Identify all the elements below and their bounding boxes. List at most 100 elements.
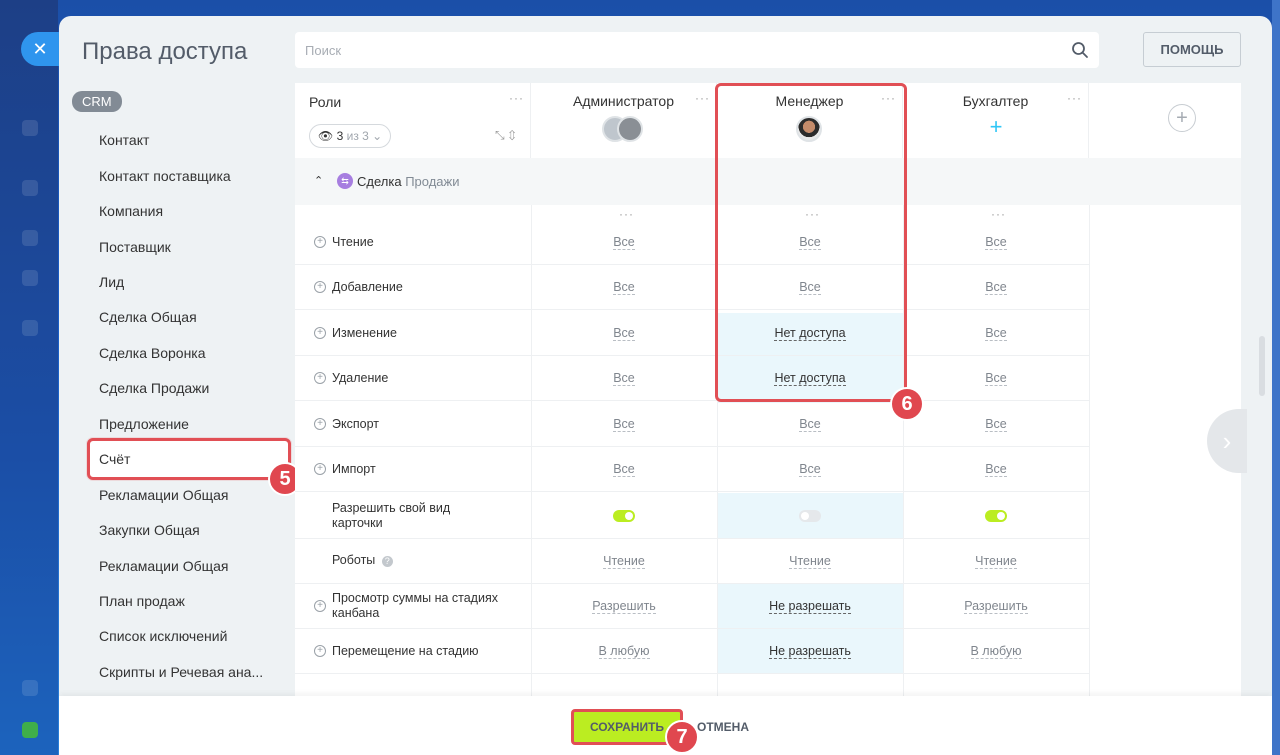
row-label: Чтение: [332, 235, 374, 249]
add-user-icon[interactable]: +: [989, 114, 1003, 139]
search-input[interactable]: Поиск: [295, 32, 1099, 68]
expand-icon[interactable]: +: [314, 645, 326, 657]
sidebar-item[interactable]: Рекламации Общая: [99, 487, 229, 503]
changed-cell-bg: [718, 313, 904, 403]
sidebar-item[interactable]: Сделка Воронка: [99, 345, 206, 361]
search-icon[interactable]: [1071, 41, 1089, 59]
permission-cell[interactable]: Разрешить: [964, 599, 1028, 614]
expand-icon[interactable]: +: [314, 372, 326, 384]
sidebar-item[interactable]: Рекламации Общая: [99, 558, 229, 574]
column-more-icon[interactable]: ···: [991, 207, 1006, 221]
permission-cell[interactable]: Все: [613, 417, 635, 432]
background-icon: [22, 180, 38, 196]
close-button[interactable]: ✕: [21, 32, 59, 66]
help-button[interactable]: ПОМОЩЬ: [1143, 32, 1241, 67]
roles-label: Роли: [309, 94, 342, 110]
sidebar-item-selected[interactable]: Сделка Продажи: [99, 380, 210, 396]
permission-cell[interactable]: Все: [613, 280, 635, 295]
permission-cell[interactable]: Не разрешать: [769, 599, 851, 614]
sidebar-item[interactable]: Список исключений: [99, 628, 228, 644]
avatar[interactable]: [796, 116, 822, 142]
role-name: Администратор: [572, 93, 674, 109]
chevron-up-icon[interactable]: ⌃: [314, 175, 324, 187]
table-row: Разрешить свой вид карточки: [295, 493, 1089, 539]
row-label: Импорт: [332, 462, 376, 476]
manager-column-highlight: [715, 83, 907, 402]
background-icon: [22, 120, 38, 136]
more-icon[interactable]: ···: [881, 91, 896, 105]
row-label: Разрешить свой вид карточки: [332, 501, 451, 530]
sidebar-item[interactable]: Контакт: [99, 132, 150, 148]
cancel-button[interactable]: ОТМЕНА: [697, 720, 749, 734]
permission-cell[interactable]: Разрешить: [592, 599, 656, 614]
sidebar-item[interactable]: Счёт: [99, 451, 131, 467]
permission-cell[interactable]: Все: [613, 462, 635, 477]
sidebar-item[interactable]: Скрипты и Речевая ана...: [99, 664, 264, 680]
more-icon[interactable]: ···: [509, 91, 524, 105]
eye-icon: 👁: [318, 129, 334, 143]
column-more-icon[interactable]: ···: [619, 207, 634, 221]
sidebar-item[interactable]: План продаж: [99, 593, 185, 609]
scrollbar[interactable]: [1259, 336, 1265, 396]
permission-cell[interactable]: Чтение: [603, 554, 645, 569]
permission-cell[interactable]: Все: [985, 280, 1007, 295]
permission-cell[interactable]: Все: [799, 462, 821, 477]
row-label: Изменение: [332, 326, 397, 340]
table-row: + Перемещение на стадию В любую Не разре…: [295, 629, 1089, 674]
sidebar-item[interactable]: Закупки Общая: [99, 522, 200, 538]
expand-icon[interactable]: +: [314, 281, 326, 293]
permission-cell[interactable]: Чтение: [789, 554, 831, 569]
permission-cell[interactable]: Все: [613, 371, 635, 386]
permission-cell[interactable]: Все: [799, 417, 821, 432]
sidebar-item[interactable]: Предложение: [99, 416, 189, 432]
save-button[interactable]: СОХРАНИТЬ: [571, 709, 683, 745]
table-row: + Импорт Все Все Все: [295, 447, 1089, 492]
avatar[interactable]: [617, 116, 643, 142]
roles-counter[interactable]: 👁 3 из 3 ⌄: [309, 124, 392, 148]
expand-icon[interactable]: +: [314, 418, 326, 430]
sidebar-item[interactable]: Лид: [99, 274, 125, 290]
permission-cell[interactable]: Нет доступа: [774, 326, 846, 341]
chevron-down-icon: ⌄: [372, 129, 383, 143]
more-icon[interactable]: ···: [1067, 91, 1082, 105]
role-name: Менеджер: [775, 93, 844, 109]
permission-cell[interactable]: Не разрешать: [769, 644, 851, 659]
sidebar-item[interactable]: Сделка Общая: [99, 309, 197, 325]
help-icon[interactable]: ?: [381, 556, 393, 567]
sidebar-item[interactable]: Контакт поставщика: [99, 168, 231, 184]
sidebar-item[interactable]: Компания: [99, 203, 164, 219]
add-role-button[interactable]: +: [1168, 104, 1196, 132]
footer: СОХРАНИТЬ ОТМЕНА 7: [59, 696, 1272, 755]
permission-cell[interactable]: Нет доступа: [774, 371, 846, 386]
collapse-expand-icon[interactable]: ⤡⇕: [495, 128, 520, 142]
expand-icon[interactable]: +: [314, 463, 326, 475]
expand-icon[interactable]: +: [314, 327, 326, 339]
permission-cell[interactable]: Все: [799, 235, 821, 250]
permission-cell[interactable]: Все: [985, 417, 1007, 432]
permission-cell[interactable]: Все: [985, 371, 1007, 386]
table-row: + Изменение Все Нет доступа Все: [295, 311, 1089, 356]
toggle-switch[interactable]: [799, 510, 821, 522]
table-row: + Чтение Все Все Все: [295, 220, 1089, 265]
more-icon[interactable]: ···: [695, 91, 710, 105]
entity-section-row[interactable]: ⌃ ⇆ Сделка Продажи: [295, 158, 1241, 205]
sidebar-item[interactable]: Поставщик: [99, 239, 171, 255]
permission-cell[interactable]: Все: [799, 280, 821, 295]
permission-cell[interactable]: Все: [613, 235, 635, 250]
table-row: + Удаление Все Нет доступа Все: [295, 356, 1089, 401]
permission-cell[interactable]: В любую: [970, 644, 1022, 659]
permission-cell[interactable]: В любую: [598, 644, 650, 659]
permission-cell[interactable]: Все: [985, 326, 1007, 341]
expand-icon[interactable]: +: [314, 236, 326, 248]
crm-badge[interactable]: CRM: [72, 91, 122, 112]
toggle-switch[interactable]: [985, 510, 1007, 522]
permission-cell[interactable]: Все: [613, 326, 635, 341]
toggle-switch[interactable]: [613, 510, 635, 522]
counter-total: из 3: [346, 129, 369, 143]
expand-icon[interactable]: +: [314, 600, 326, 612]
permission-cell[interactable]: Чтение: [975, 554, 1017, 569]
permission-cell[interactable]: Все: [985, 462, 1007, 477]
permission-cell[interactable]: Все: [985, 235, 1007, 250]
column-more-icon[interactable]: ···: [805, 207, 820, 221]
access-rights-panel: Права доступа Поиск ПОМОЩЬ CRM Контакт К…: [59, 16, 1272, 755]
